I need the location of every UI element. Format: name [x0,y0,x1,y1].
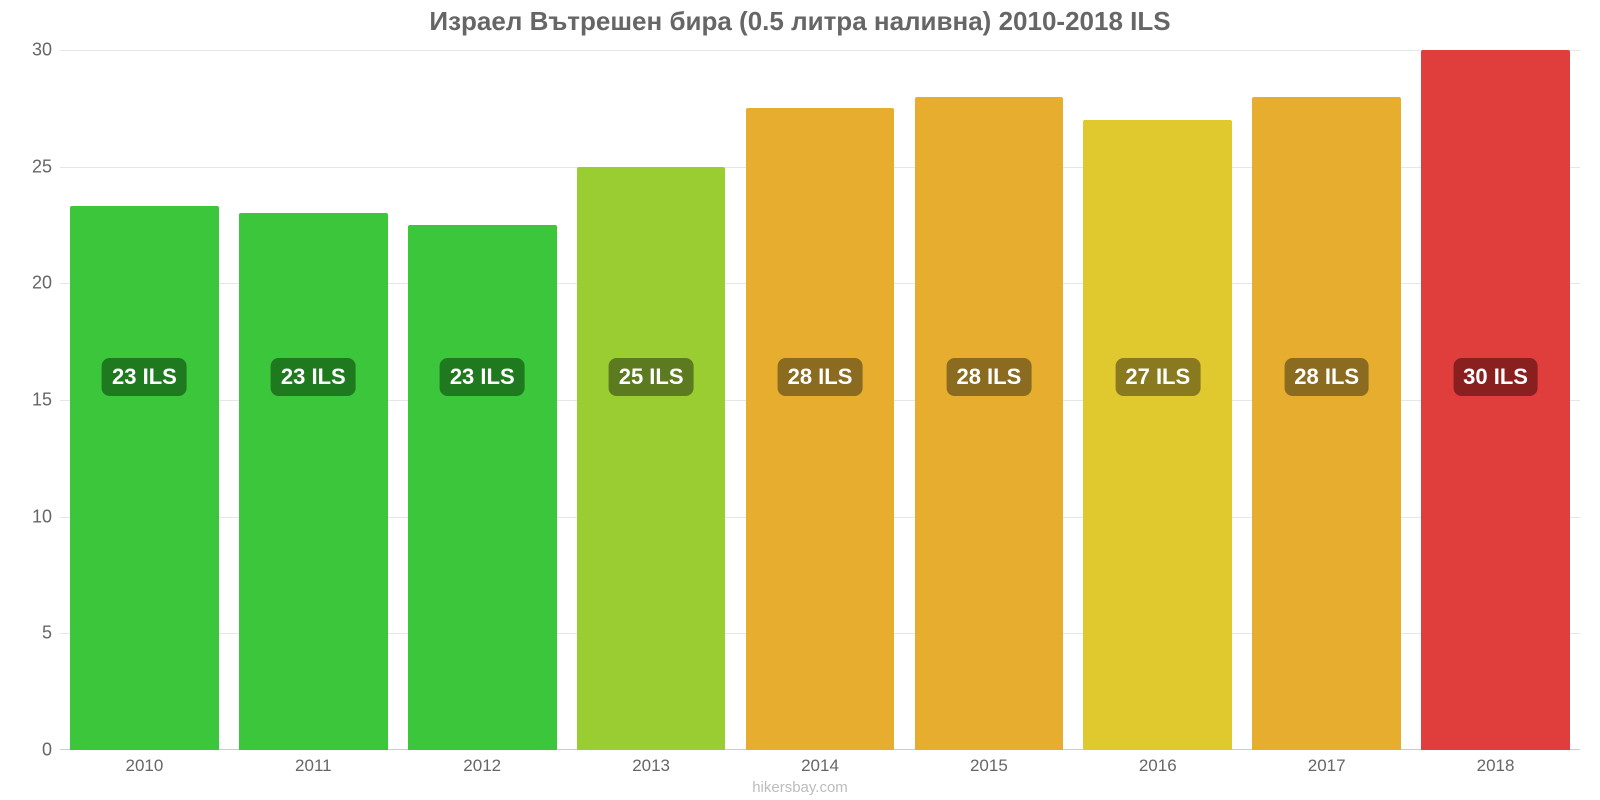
bar-value-label: 28 ILS [778,358,863,396]
bar-value-label: 23 ILS [440,358,525,396]
x-tick-label: 2016 [1139,750,1177,776]
bar [239,213,388,750]
y-tick-label: 5 [42,623,60,644]
bar-value-label: 23 ILS [102,358,187,396]
bar-value-label: 28 ILS [946,358,1031,396]
bar [408,225,557,750]
bar-value-label: 27 ILS [1115,358,1200,396]
x-tick-label: 2011 [295,750,332,776]
bar-value-label: 25 ILS [609,358,694,396]
bar [70,206,219,750]
y-tick-label: 25 [32,156,60,177]
bar [1252,97,1401,750]
y-tick-label: 0 [42,740,60,761]
y-tick-label: 20 [32,273,60,294]
x-tick-label: 2013 [632,750,670,776]
chart-container: Израел Вътрешен бира (0.5 литра наливна)… [0,0,1600,800]
x-tick-label: 2018 [1477,750,1515,776]
gridline [60,50,1580,51]
bar [1083,120,1232,750]
y-tick-label: 15 [32,390,60,411]
x-tick-label: 2017 [1308,750,1346,776]
y-tick-label: 10 [32,506,60,527]
bar [915,97,1064,750]
chart-title: Израел Вътрешен бира (0.5 литра наливна)… [0,6,1600,37]
x-tick-label: 2014 [801,750,839,776]
bar [1421,50,1570,750]
x-tick-label: 2015 [970,750,1008,776]
plot-area: 051015202530201023 ILS201123 ILS201223 I… [60,50,1580,750]
bar [577,167,726,750]
bar-value-label: 28 ILS [1284,358,1369,396]
y-tick-label: 30 [32,40,60,61]
bar [746,108,895,750]
bar-value-label: 30 ILS [1453,358,1538,396]
watermark: hikersbay.com [0,779,1600,796]
x-tick-label: 2010 [126,750,164,776]
bar-value-label: 23 ILS [271,358,356,396]
x-tick-label: 2012 [463,750,501,776]
